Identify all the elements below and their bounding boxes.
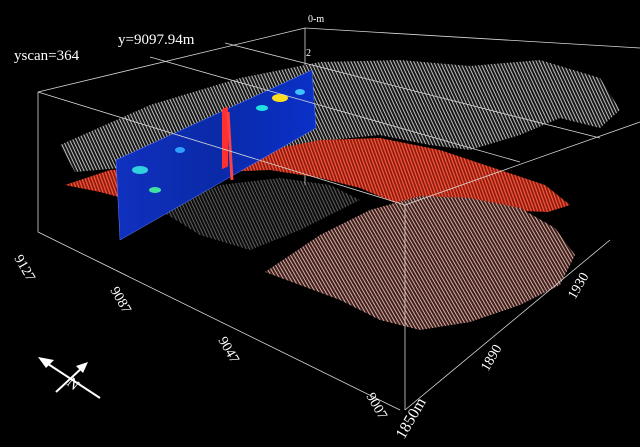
- y-tick-label: 9007: [363, 391, 390, 423]
- scan-label: yscan=364: [14, 48, 80, 64]
- compass-north: N: [63, 375, 82, 394]
- bounding-box-front: [37, 42, 640, 411]
- x-tick-label: 1930: [565, 270, 592, 302]
- x-tick-label: 1890: [478, 342, 505, 374]
- position-label: y=9097.94m: [118, 32, 195, 48]
- x-tick-label: 1850m: [393, 395, 430, 442]
- y-tick-label: 9047: [215, 335, 242, 367]
- depth-axis-label: 0-m: [308, 14, 324, 25]
- red-surface-mesh: [65, 138, 570, 212]
- compass: [38, 357, 101, 399]
- lower-left-mesh: [160, 178, 360, 250]
- y-tick-label: 9127: [11, 253, 38, 285]
- radargram-slice: [115, 69, 317, 241]
- depth-tick: 2: [306, 48, 311, 59]
- lower-surface-mesh: [265, 196, 575, 330]
- y-tick-label: 9087: [107, 285, 134, 317]
